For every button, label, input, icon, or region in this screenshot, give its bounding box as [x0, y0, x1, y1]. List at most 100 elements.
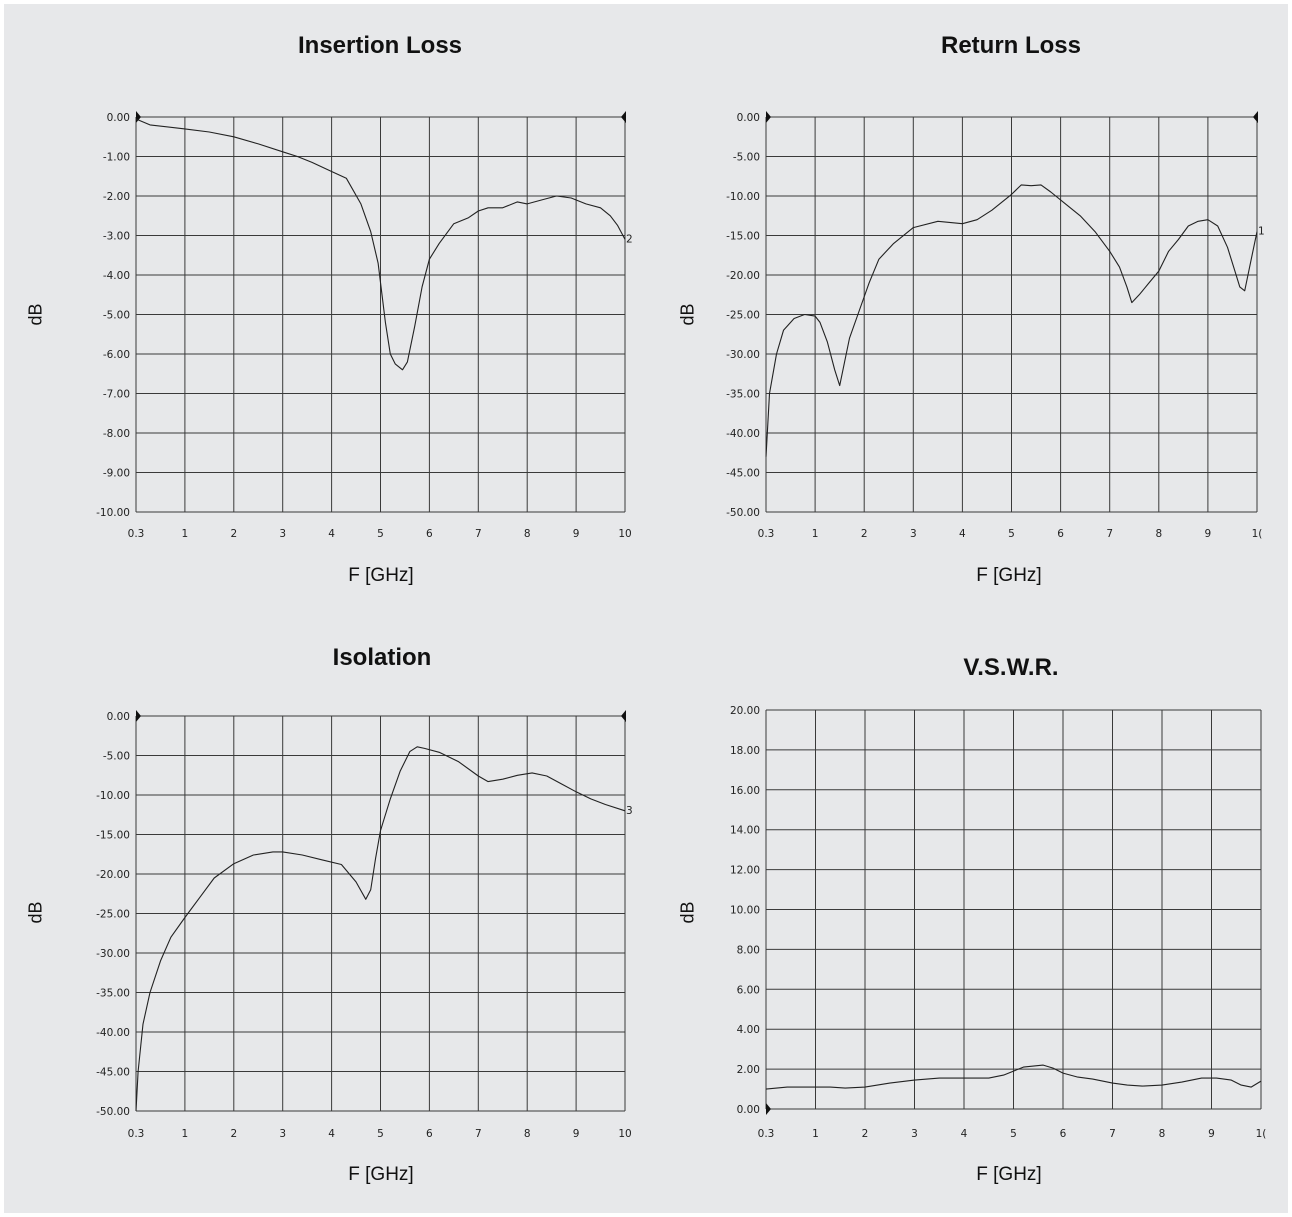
- x-tick-label: 6: [1057, 528, 1064, 540]
- trace-marker-label: 1: [1258, 226, 1265, 238]
- x-tick-label: 2: [230, 528, 237, 540]
- x-tick-label: 9: [573, 1128, 580, 1140]
- y-tick-label: 20.00: [730, 705, 760, 717]
- x-tick-label: 8: [1159, 1128, 1166, 1140]
- insertion-loss-panel: Insertion Loss dB 0.00 -1.00 -2.00 -3.00 -4.…: [4, 4, 644, 604]
- x-axis-label: F [GHz]: [348, 565, 414, 586]
- y-tick-label: -2.00: [103, 191, 130, 203]
- y-tick-label: -40.00: [96, 1027, 130, 1039]
- x-tick-label: 3: [279, 1128, 286, 1140]
- x-tick-label: 0.3: [758, 528, 775, 540]
- y-tick-label: -45.00: [96, 1067, 130, 1079]
- chart-title: Return Loss: [940, 32, 1081, 59]
- reference-marker: [766, 1103, 771, 1115]
- x-tick-label: 0.3: [128, 528, 145, 540]
- chart-title: V.S.W.R.: [963, 654, 1059, 681]
- x-tick-label: 9: [1208, 1128, 1215, 1140]
- x-tick-label: 6: [426, 1128, 433, 1140]
- x-tick-label: 7: [1109, 1128, 1116, 1140]
- reference-marker: [1253, 111, 1258, 123]
- y-tick-label: -7.00: [103, 389, 130, 401]
- x-tick-label: 6: [426, 528, 433, 540]
- y-tick-label: -30.00: [726, 349, 760, 361]
- y-tick-label: -25.00: [726, 310, 760, 322]
- x-axis-label: F [GHz]: [976, 565, 1042, 586]
- y-tick-label: 16.00: [730, 785, 760, 797]
- x-tick-label: 7: [1106, 528, 1113, 540]
- x-tick-label: 0.3: [758, 1128, 775, 1140]
- x-tick-label: 9: [573, 528, 580, 540]
- y-tick-label: -6.00: [103, 349, 130, 361]
- vswr-panel: V.S.W.R. dB 20.00 18.00 16.00 14.00 12.00 10.…: [644, 604, 1288, 1213]
- x-tick-label: 8: [1155, 528, 1162, 540]
- isolation-panel: Isolation dB 0.00 -5.00 -10.00 -15.00 -20.00…: [4, 604, 644, 1213]
- return-loss-chart: 0.00 -5.00 -10.00 -15.00 -20.00 -25.00 -30.00 -…: [726, 111, 1265, 540]
- return-loss-panel: Return Loss dB 0.00 -5.00 -10.00 -15.00 -20.…: [644, 4, 1288, 604]
- y-tick-label: -50.00: [726, 507, 760, 519]
- x-tick-label: 3: [279, 528, 286, 540]
- y-tick-label: 10.00: [730, 905, 760, 917]
- chart-title: Isolation: [332, 644, 432, 671]
- y-tick-label: -9.00: [103, 468, 130, 480]
- x-tick-label: 5: [377, 1128, 384, 1140]
- y-tick-label: -8.00: [103, 428, 130, 440]
- reference-marker: [621, 111, 626, 123]
- y-tick-label: -5.00: [103, 310, 130, 322]
- x-axis-label: F [GHz]: [348, 1164, 414, 1185]
- y-tick-label: -5.00: [103, 751, 130, 763]
- y-tick-label: 0.00: [737, 112, 760, 124]
- vswr-chart: 20.0018.0016.0014.0012.0010.008.006.004.…: [730, 705, 1267, 1140]
- x-tick-label: 4: [959, 528, 966, 540]
- series-line: [135, 118, 626, 371]
- y-tick-label: -3.00: [103, 231, 130, 243]
- trace-marker-label: 2: [626, 233, 633, 245]
- insertion-loss-chart: 0.00 -1.00 -2.00 -3.00 -4.00 -5.00 -6.00 -7.00 -…: [96, 111, 633, 540]
- y-tick-label: -20.00: [96, 869, 130, 881]
- x-tick-label: 4: [328, 1128, 335, 1140]
- y-tick-label: -10.00: [96, 790, 130, 802]
- y-tick-label: 4.00: [737, 1024, 760, 1036]
- x-tick-label: 2: [862, 1128, 869, 1140]
- y-tick-label: -35.00: [96, 988, 130, 1000]
- chart-title: Insertion Loss: [297, 32, 463, 59]
- x-tick-label: 10: [618, 528, 631, 540]
- x-tick-label: 2: [861, 528, 868, 540]
- x-tick-label: 7: [475, 528, 482, 540]
- y-tick-label: -35.00: [726, 389, 760, 401]
- series-line: [765, 1064, 1262, 1090]
- reference-marker: [621, 710, 626, 722]
- isolation-chart: 0.00 -5.00 -10.00 -15.00 -20.00 -25.00 -30.00 -…: [96, 710, 633, 1140]
- y-tick-label: -10.00: [726, 191, 760, 203]
- y-tick-label: 2.00: [737, 1064, 760, 1076]
- y-tick-label: 8.00: [737, 944, 760, 956]
- y-tick-label: -50.00: [96, 1106, 130, 1118]
- x-tick-label: 1(: [1256, 1128, 1267, 1140]
- series-line: [135, 746, 626, 1112]
- x-tick-label: 1: [182, 528, 189, 540]
- x-tick-label: 10: [618, 1128, 631, 1140]
- x-tick-label: 1(: [1252, 528, 1263, 540]
- x-tick-label: 5: [1008, 528, 1015, 540]
- x-tick-label: 0.3: [128, 1128, 145, 1140]
- y-tick-label: -10.00: [96, 507, 130, 519]
- y-tick-label: 0.00: [737, 1104, 760, 1116]
- series-line: [765, 184, 1258, 457]
- x-axis-label: F [GHz]: [976, 1164, 1042, 1185]
- datasheet-page: Insertion Loss dB 0.00 -1.00 -2.00 -3.00 -4.…: [4, 4, 1288, 1213]
- y-tick-label: -4.00: [103, 270, 130, 282]
- y-tick-label: 0.00: [107, 112, 130, 124]
- x-tick-label: 4: [328, 528, 335, 540]
- x-tick-label: 6: [1060, 1128, 1067, 1140]
- x-tick-label: 3: [910, 528, 917, 540]
- x-tick-label: 1: [812, 528, 819, 540]
- x-tick-label: 5: [377, 528, 384, 540]
- y-tick-label: -15.00: [96, 830, 130, 842]
- x-tick-label: 8: [524, 1128, 531, 1140]
- y-tick-label: -30.00: [96, 948, 130, 960]
- y-tick-label: -1.00: [103, 152, 130, 164]
- y-tick-label: -15.00: [726, 231, 760, 243]
- trace-marker-label: 3: [626, 805, 633, 817]
- y-tick-label: -5.00: [733, 152, 760, 164]
- y-tick-label: 6.00: [737, 984, 760, 996]
- x-tick-label: 1: [182, 1128, 189, 1140]
